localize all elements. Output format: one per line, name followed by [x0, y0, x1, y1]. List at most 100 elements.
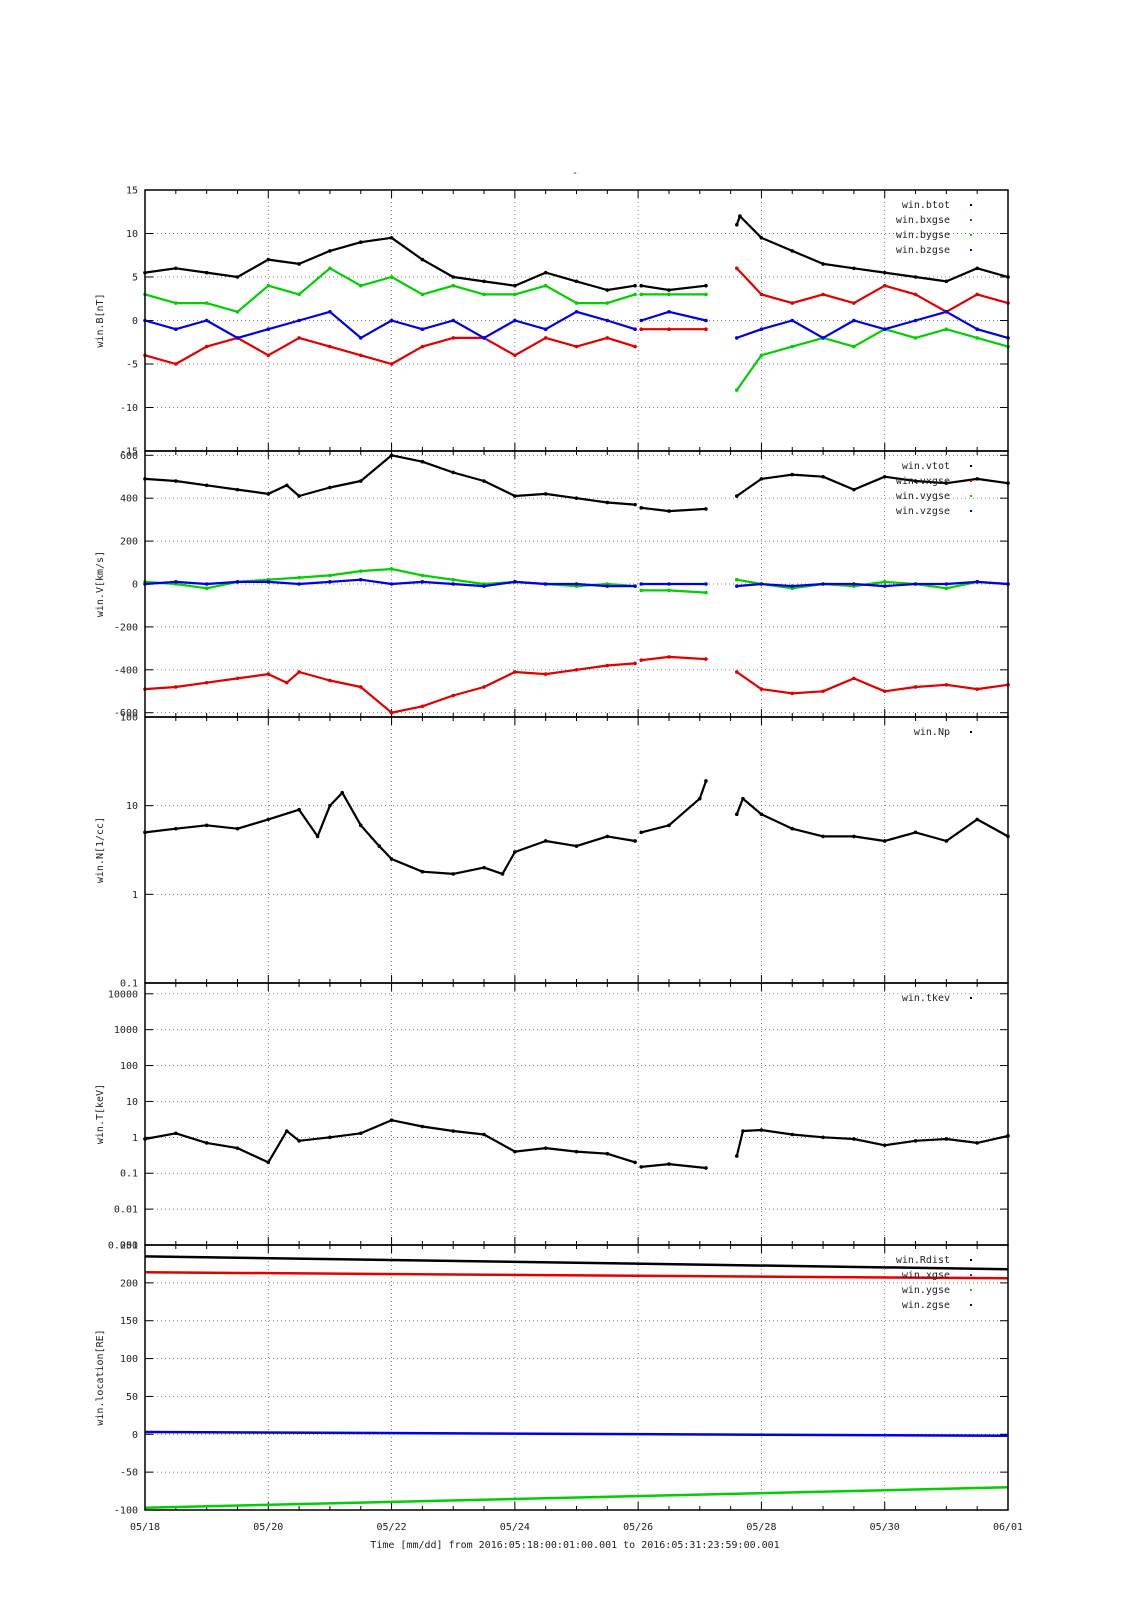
series-win-bxgse — [143, 266, 1010, 366]
y-tick-label: 10 — [126, 1097, 138, 1108]
data-point — [328, 678, 332, 683]
data-point — [605, 663, 610, 668]
data-line — [144, 1119, 636, 1164]
data-point — [734, 1154, 739, 1158]
y-axis-label: win.B[nT] — [95, 293, 106, 347]
data-point — [821, 336, 825, 340]
data-point — [204, 582, 209, 586]
data-point — [790, 318, 795, 323]
data-point — [297, 1139, 301, 1143]
data-line — [735, 215, 1009, 283]
data-point — [204, 823, 209, 828]
y-tick-label: -50 — [120, 1468, 138, 1479]
y-tick-label: 100 — [120, 1061, 138, 1072]
data-point — [790, 1132, 795, 1137]
data-line — [735, 1128, 1009, 1157]
data-point — [790, 249, 795, 253]
panel-frame — [144, 982, 1009, 1246]
data-point — [204, 680, 209, 685]
data-point — [667, 288, 671, 292]
legend-label: win.zgse — [902, 1300, 950, 1311]
data-point — [790, 301, 795, 305]
data-point — [266, 327, 271, 332]
data-line — [736, 473, 1009, 497]
data-point — [451, 872, 456, 876]
figure-title: - — [572, 168, 578, 179]
data-point — [633, 344, 637, 349]
data-point — [944, 310, 949, 314]
data-point — [297, 262, 301, 266]
data-point — [328, 1135, 332, 1140]
data-point — [734, 670, 739, 674]
legend-label: win.xgse — [902, 1270, 950, 1281]
data-point — [639, 318, 644, 323]
data-point — [389, 582, 394, 586]
data-line — [144, 1430, 1009, 1438]
data-point — [734, 388, 739, 392]
series-win-vzgse — [143, 577, 1010, 588]
data-point — [420, 704, 425, 709]
data-point — [944, 683, 949, 687]
data-point — [790, 691, 795, 696]
x-tick-label: 06/01 — [993, 1522, 1023, 1533]
data-point — [513, 292, 517, 297]
data-point — [235, 310, 240, 314]
legend-marker — [970, 204, 972, 206]
data-point — [574, 310, 579, 314]
data-point — [358, 283, 363, 288]
y-tick-label: 1000 — [114, 1025, 138, 1036]
data-point — [639, 327, 644, 332]
data-point — [913, 479, 918, 483]
data-line — [641, 1163, 707, 1170]
data-point — [852, 487, 856, 492]
data-point — [821, 582, 825, 586]
data-point — [328, 249, 332, 253]
data-point — [975, 687, 979, 691]
x-tick-label: 05/24 — [500, 1522, 530, 1533]
series-win-vygse — [143, 567, 1010, 595]
data-point — [174, 362, 178, 366]
series-win-vtot — [143, 453, 1010, 513]
data-point — [377, 844, 382, 848]
data-point — [975, 580, 979, 584]
data-point — [513, 670, 517, 674]
data-point — [639, 658, 644, 662]
data-point — [734, 266, 739, 271]
panel-1: 600 400 200 0 -200 -400 -600 win.V[km/s] win.vto… — [95, 450, 1010, 719]
data-point — [741, 796, 745, 801]
data-point — [639, 283, 644, 288]
y-tick-label: 0 — [132, 1430, 138, 1441]
data-point — [633, 327, 637, 332]
data-point — [944, 327, 949, 332]
data-point — [328, 573, 332, 578]
data-point — [944, 279, 949, 284]
data-point — [297, 807, 301, 812]
data-point — [852, 266, 856, 271]
series-win-btot — [143, 214, 1010, 292]
data-line — [144, 662, 636, 714]
data-point — [605, 500, 610, 505]
data-point — [913, 292, 918, 297]
data-point — [513, 580, 517, 584]
data-point — [358, 353, 363, 358]
y-tick-label: 200 — [120, 537, 138, 548]
data-point — [944, 586, 949, 591]
data-point — [204, 483, 209, 488]
y-tick-label: -200 — [114, 622, 138, 633]
data-point — [204, 586, 209, 591]
data-point — [821, 1135, 825, 1140]
data-point — [574, 1149, 579, 1154]
data-point — [358, 823, 363, 828]
data-point — [944, 839, 949, 843]
legend-marker — [970, 1289, 972, 1291]
data-point — [944, 582, 949, 586]
data-point — [297, 318, 301, 323]
data-point — [482, 479, 486, 483]
y-tick-label: 250 — [120, 1241, 138, 1252]
y-tick-label: 100 — [120, 1354, 138, 1365]
y-tick-label: 0.1 — [120, 979, 138, 990]
data-point — [913, 318, 918, 323]
data-point — [174, 327, 178, 332]
legend-label: win.vygse — [896, 491, 950, 502]
